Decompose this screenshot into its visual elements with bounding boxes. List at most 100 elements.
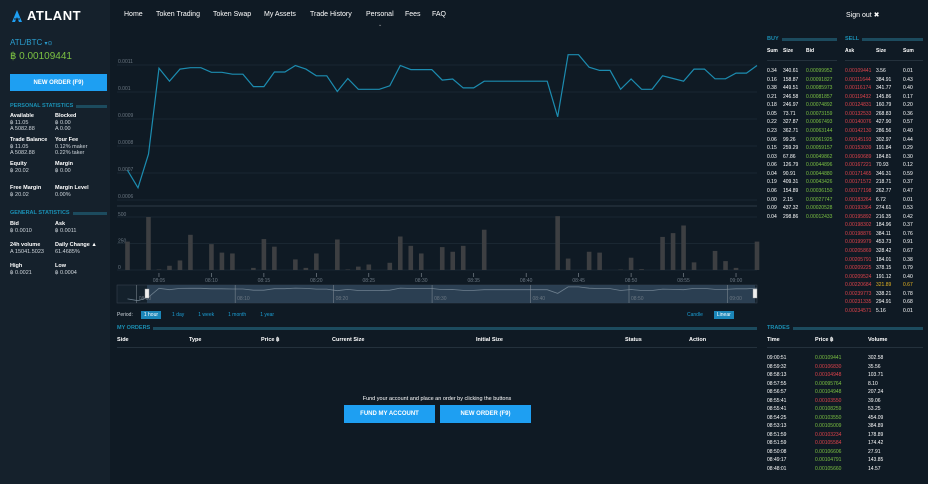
sell-row-cell[interactable]: 0.40 <box>903 273 913 280</box>
nav-my-assets[interactable]: My Assets <box>264 11 296 18</box>
buy-row-cell[interactable]: 0.19 <box>767 179 777 186</box>
sell-row-cell[interactable]: 262.77 <box>876 187 892 194</box>
buy-row-cell[interactable]: 0.00091827 <box>806 76 833 83</box>
sell-row-cell[interactable]: 191.12 <box>876 273 892 280</box>
sell-row-cell[interactable]: 0.30 <box>903 153 913 160</box>
buy-row-cell[interactable]: 0.00067493 <box>806 119 833 126</box>
buy-row-cell[interactable]: 327.87 <box>783 119 799 126</box>
buy-row-cell[interactable]: 0.00044880 <box>806 170 833 177</box>
buy-row-cell[interactable]: 298.86 <box>783 213 799 220</box>
buy-row-cell[interactable]: 158.87 <box>783 76 799 83</box>
buy-row-cell[interactable]: 0.00059157 <box>806 145 833 152</box>
sell-row-cell[interactable]: 0.36 <box>903 110 913 117</box>
sell-row-cell[interactable]: 0.00153039 <box>845 145 872 152</box>
sell-row-cell[interactable]: 0.38 <box>903 256 913 263</box>
sell-row-cell[interactable]: 0.20 <box>903 102 913 109</box>
sell-row-cell[interactable]: 0.43 <box>903 76 913 83</box>
sell-row-cell[interactable]: 0.00231335 <box>845 299 872 306</box>
sell-row-cell[interactable]: 0.00205791 <box>845 256 872 263</box>
sell-row-cell[interactable]: 0.00111644 <box>845 76 871 83</box>
sell-row-cell[interactable]: 0.00209225 <box>845 265 872 272</box>
sell-row-cell[interactable]: 0.00119432 <box>845 93 872 100</box>
buy-row-cell[interactable]: 340.61 <box>783 68 799 74</box>
buy-row-cell[interactable]: 0.00049862 <box>806 153 833 160</box>
buy-row-cell[interactable]: 0.38 <box>767 85 777 92</box>
sell-row-cell[interactable]: 268.83 <box>876 110 892 117</box>
buy-row-cell[interactable]: 0.00063144 <box>806 127 833 134</box>
buy-row-cell[interactable]: 0.00044896 <box>806 162 833 169</box>
buy-row-cell[interactable]: 0.05 <box>767 110 777 117</box>
sell-row-cell[interactable]: 0.59 <box>903 170 913 177</box>
sell-row-cell[interactable]: 0.76 <box>903 230 913 237</box>
logo[interactable]: ATLANT <box>10 8 81 23</box>
sell-row-cell[interactable]: 0.00167221 <box>845 162 872 169</box>
fund-account-button[interactable]: FUND MY ACCOUNT <box>344 405 435 423</box>
navigator-left-handle[interactable] <box>144 288 150 299</box>
buy-row-cell[interactable]: 0.06 <box>767 187 777 194</box>
orders-col-3[interactable]: Current Size <box>332 337 365 343</box>
buy-row-cell[interactable]: 0.09 <box>767 205 777 212</box>
sell-row-cell[interactable]: 0.40 <box>903 127 913 134</box>
orders-col-2[interactable]: Price ฿ <box>261 337 280 343</box>
navigator-selection[interactable] <box>147 285 755 303</box>
sell-row-cell[interactable]: 0.37 <box>903 179 913 186</box>
sell-row-cell[interactable]: 0.78 <box>903 290 913 297</box>
buy-row-cell[interactable]: 0.06 <box>767 136 777 143</box>
sell-row-cell[interactable]: 0.40 <box>903 85 913 92</box>
sell-row-cell[interactable]: 145.86 <box>876 93 892 100</box>
buy-row-cell[interactable]: 0.34 <box>767 68 777 74</box>
buy-row-cell[interactable]: 0.00061925 <box>806 136 833 143</box>
sell-row-cell[interactable]: 0.00193364 <box>845 205 872 212</box>
period-1-year[interactable]: 1 year <box>260 312 275 318</box>
sell-row-cell[interactable]: 0.00109441 <box>845 68 872 74</box>
new-order-button[interactable]: NEW ORDER (F9) <box>10 74 107 91</box>
sell-row-cell[interactable]: 0.00132533 <box>845 110 872 117</box>
buy-row-cell[interactable]: 246.97 <box>783 102 799 109</box>
sell-row-cell[interactable]: 0.79 <box>903 265 913 272</box>
nav-faq[interactable]: FAQ <box>432 11 447 18</box>
sell-row-cell[interactable]: 0.00140076 <box>845 119 872 126</box>
sell-row-cell[interactable]: 0.00198876 <box>845 230 872 237</box>
sell-row-cell[interactable]: 302.97 <box>876 136 892 143</box>
sell-row-cell[interactable]: 384.91 <box>876 76 892 83</box>
sell-row-cell[interactable]: 0.47 <box>903 187 913 194</box>
sell-row-cell[interactable]: 0.00199979 <box>845 239 872 246</box>
period-1-hour[interactable]: 1 hour <box>140 311 162 319</box>
sell-row-cell[interactable]: 453.73 <box>876 239 892 246</box>
buy-row-cell[interactable]: 259.29 <box>783 145 799 152</box>
buy-row-cell[interactable]: 437.32 <box>783 205 799 212</box>
nav-token-trading[interactable]: Token Trading <box>156 11 200 18</box>
sell-row-cell[interactable]: 338.21 <box>876 290 892 297</box>
sell-row-cell[interactable]: 0.01 <box>903 307 913 314</box>
sell-row-cell[interactable]: 0.29 <box>903 145 913 152</box>
buy-row-cell[interactable]: 0.00081857 <box>806 93 833 100</box>
buy-row-cell[interactable]: 90.91 <box>783 170 796 177</box>
nav-token-swap[interactable]: Token Swap <box>213 11 252 18</box>
sell-row-cell[interactable]: 0.00145193 <box>845 136 872 143</box>
buy-row-cell[interactable]: 0.06 <box>767 162 777 169</box>
buy-row-cell[interactable]: 0.21 <box>767 93 777 100</box>
buy-row-cell[interactable]: 0.16 <box>767 76 777 83</box>
sell-row-cell[interactable]: 216.35 <box>876 213 892 220</box>
sell-row-cell[interactable]: 384.11 <box>876 230 891 237</box>
buy-row-cell[interactable]: 0.00 <box>767 196 777 203</box>
sell-row-cell[interactable]: 294.91 <box>876 299 892 306</box>
sell-row-cell[interactable]: 0.00124831 <box>845 102 872 109</box>
sell-row-cell[interactable]: 218.71 <box>876 179 892 186</box>
buy-row-cell[interactable]: 0.00036150 <box>806 187 833 194</box>
buy-row-cell[interactable]: 67.86 <box>783 153 796 160</box>
buy-row-cell[interactable]: 0.00012433 <box>806 213 833 220</box>
sell-row-cell[interactable]: 6.72 <box>876 196 886 203</box>
sell-row-cell[interactable]: 0.00195892 <box>845 213 872 220</box>
buy-row-cell[interactable]: 0.04 <box>767 213 777 220</box>
sign-out-link[interactable]: Sign out ✖ <box>846 11 880 19</box>
buy-row-cell[interactable]: 0.22 <box>767 119 777 126</box>
sell-row-cell[interactable]: 0.00116174 <box>845 85 872 92</box>
sell-row-cell[interactable]: 0.00234571 <box>845 307 872 314</box>
buy-row-cell[interactable]: 409.31 <box>783 179 799 186</box>
sell-row-cell[interactable]: 0.42 <box>903 213 913 220</box>
nav-home[interactable]: Home <box>124 11 143 18</box>
buy-row-cell[interactable]: 0.18 <box>767 102 777 109</box>
sell-row-cell[interactable]: 0.00171572 <box>845 179 872 186</box>
period-1-week[interactable]: 1 week <box>198 312 215 318</box>
